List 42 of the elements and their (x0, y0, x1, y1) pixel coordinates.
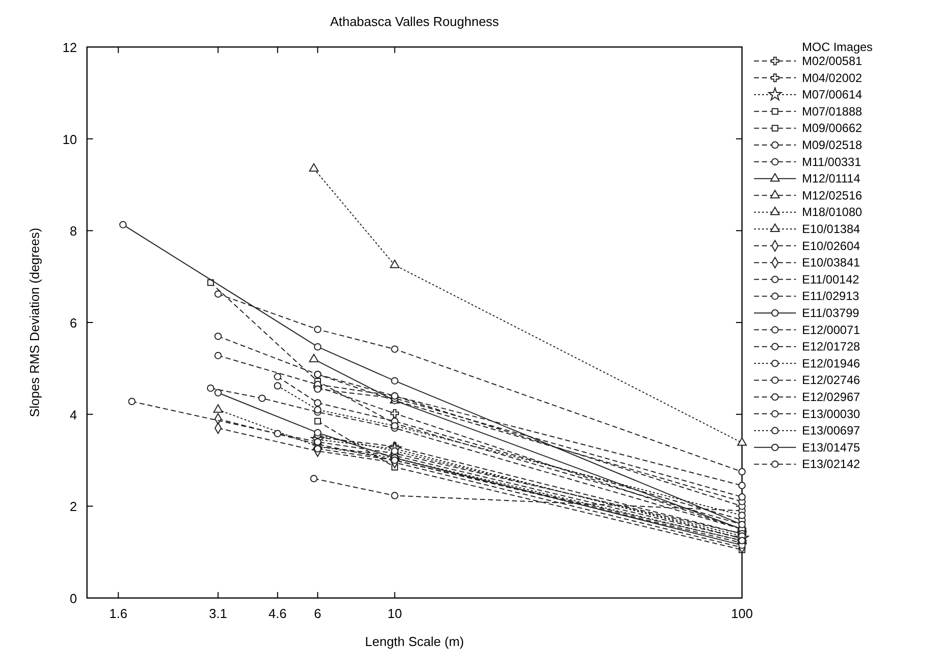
legend-label: M04/02002 (802, 70, 862, 85)
y-tick-label: 8 (70, 224, 77, 239)
legend-label: M12/01114 (802, 172, 861, 186)
x-tick-label: 100 (731, 606, 753, 621)
legend-label: E13/00697 (802, 424, 860, 438)
legend-label: E13/00030 (802, 406, 860, 421)
legend-label: E10/01384 (802, 222, 860, 236)
x-tick-label: 10 (387, 606, 402, 621)
y-tick-label: 6 (70, 316, 77, 330)
legend-label: M12/02516 (802, 188, 862, 202)
legend-label: E12/01946 (802, 356, 860, 370)
y-tick-label: 4 (70, 407, 77, 422)
legend-label: E11/02913 (802, 289, 860, 304)
y-axis-title: Slopes RMS Deviation (degrees) (27, 228, 42, 418)
y-tick-label: 12 (62, 40, 77, 55)
legend-label: M18/01080 (802, 205, 862, 220)
x-axis-title: Length Scale (m) (365, 634, 464, 649)
y-tick-label: 0 (70, 591, 77, 606)
x-tick-label: 4.6 (268, 606, 287, 621)
y-tick-label: 2 (70, 499, 77, 514)
legend-label: E12/02746 (802, 373, 860, 388)
legend-title: MOC Images (802, 40, 873, 54)
x-tick-label: 6 (314, 606, 322, 621)
legend-label: E13/02142 (802, 457, 860, 472)
legend-label: M02/00581 (802, 54, 862, 68)
legend-label: M09/02518 (802, 138, 862, 152)
legend-label: E10/02604 (802, 238, 860, 253)
chart-title: Athabasca Valles Roughness (330, 14, 500, 29)
x-tick-label: 3.1 (209, 606, 228, 621)
legend-label: E11/03799 (802, 306, 860, 320)
legend-label: M11/00331 (802, 154, 862, 169)
legend-label: E12/02967 (802, 390, 860, 404)
legend-label: E10/03841 (802, 256, 860, 270)
legend-label: M07/01888 (802, 104, 862, 118)
x-tick-label: 1.6 (109, 606, 128, 621)
legend-label: E11/00142 (802, 272, 860, 286)
legend-label: M09/00662 (802, 121, 862, 136)
legend-label: E13/01475 (802, 440, 860, 454)
legend-label: M07/00614 (802, 88, 862, 102)
y-tick-label: 10 (62, 132, 77, 147)
legend-label: E12/01728 (802, 340, 860, 354)
legend-label: E12/00071 (802, 322, 860, 337)
